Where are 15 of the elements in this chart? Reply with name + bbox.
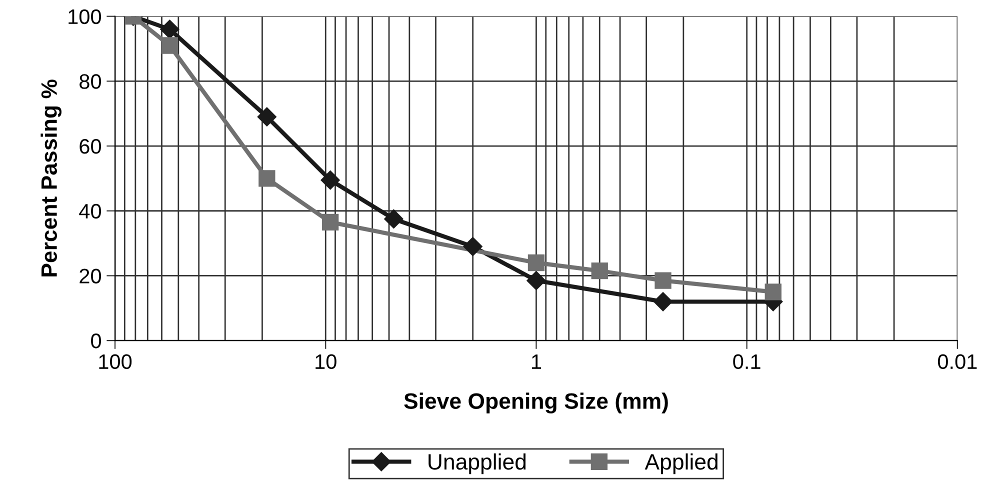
x-axis-title: Sieve Opening Size (mm) xyxy=(404,392,668,414)
y-axis-title: Percent Passing % xyxy=(40,80,62,276)
y-tick-label: 60 xyxy=(80,139,102,154)
x-tick-label: 0.1 xyxy=(733,354,760,370)
x-tick-label: 10 xyxy=(316,354,336,370)
y-tick-label: 20 xyxy=(80,268,102,284)
y-tick-label: 100 xyxy=(68,9,102,24)
y-tick-label: 80 xyxy=(80,74,102,89)
y-tick-label: 40 xyxy=(79,204,102,219)
legend-label: Unapplied xyxy=(428,453,526,474)
x-tick-label: 100 xyxy=(99,354,132,370)
x-tick-label: 0.01 xyxy=(938,354,977,370)
x-tick-label: 1 xyxy=(532,354,542,369)
legend-label: Applied xyxy=(644,453,718,474)
y-tick-label: 0 xyxy=(91,334,102,348)
